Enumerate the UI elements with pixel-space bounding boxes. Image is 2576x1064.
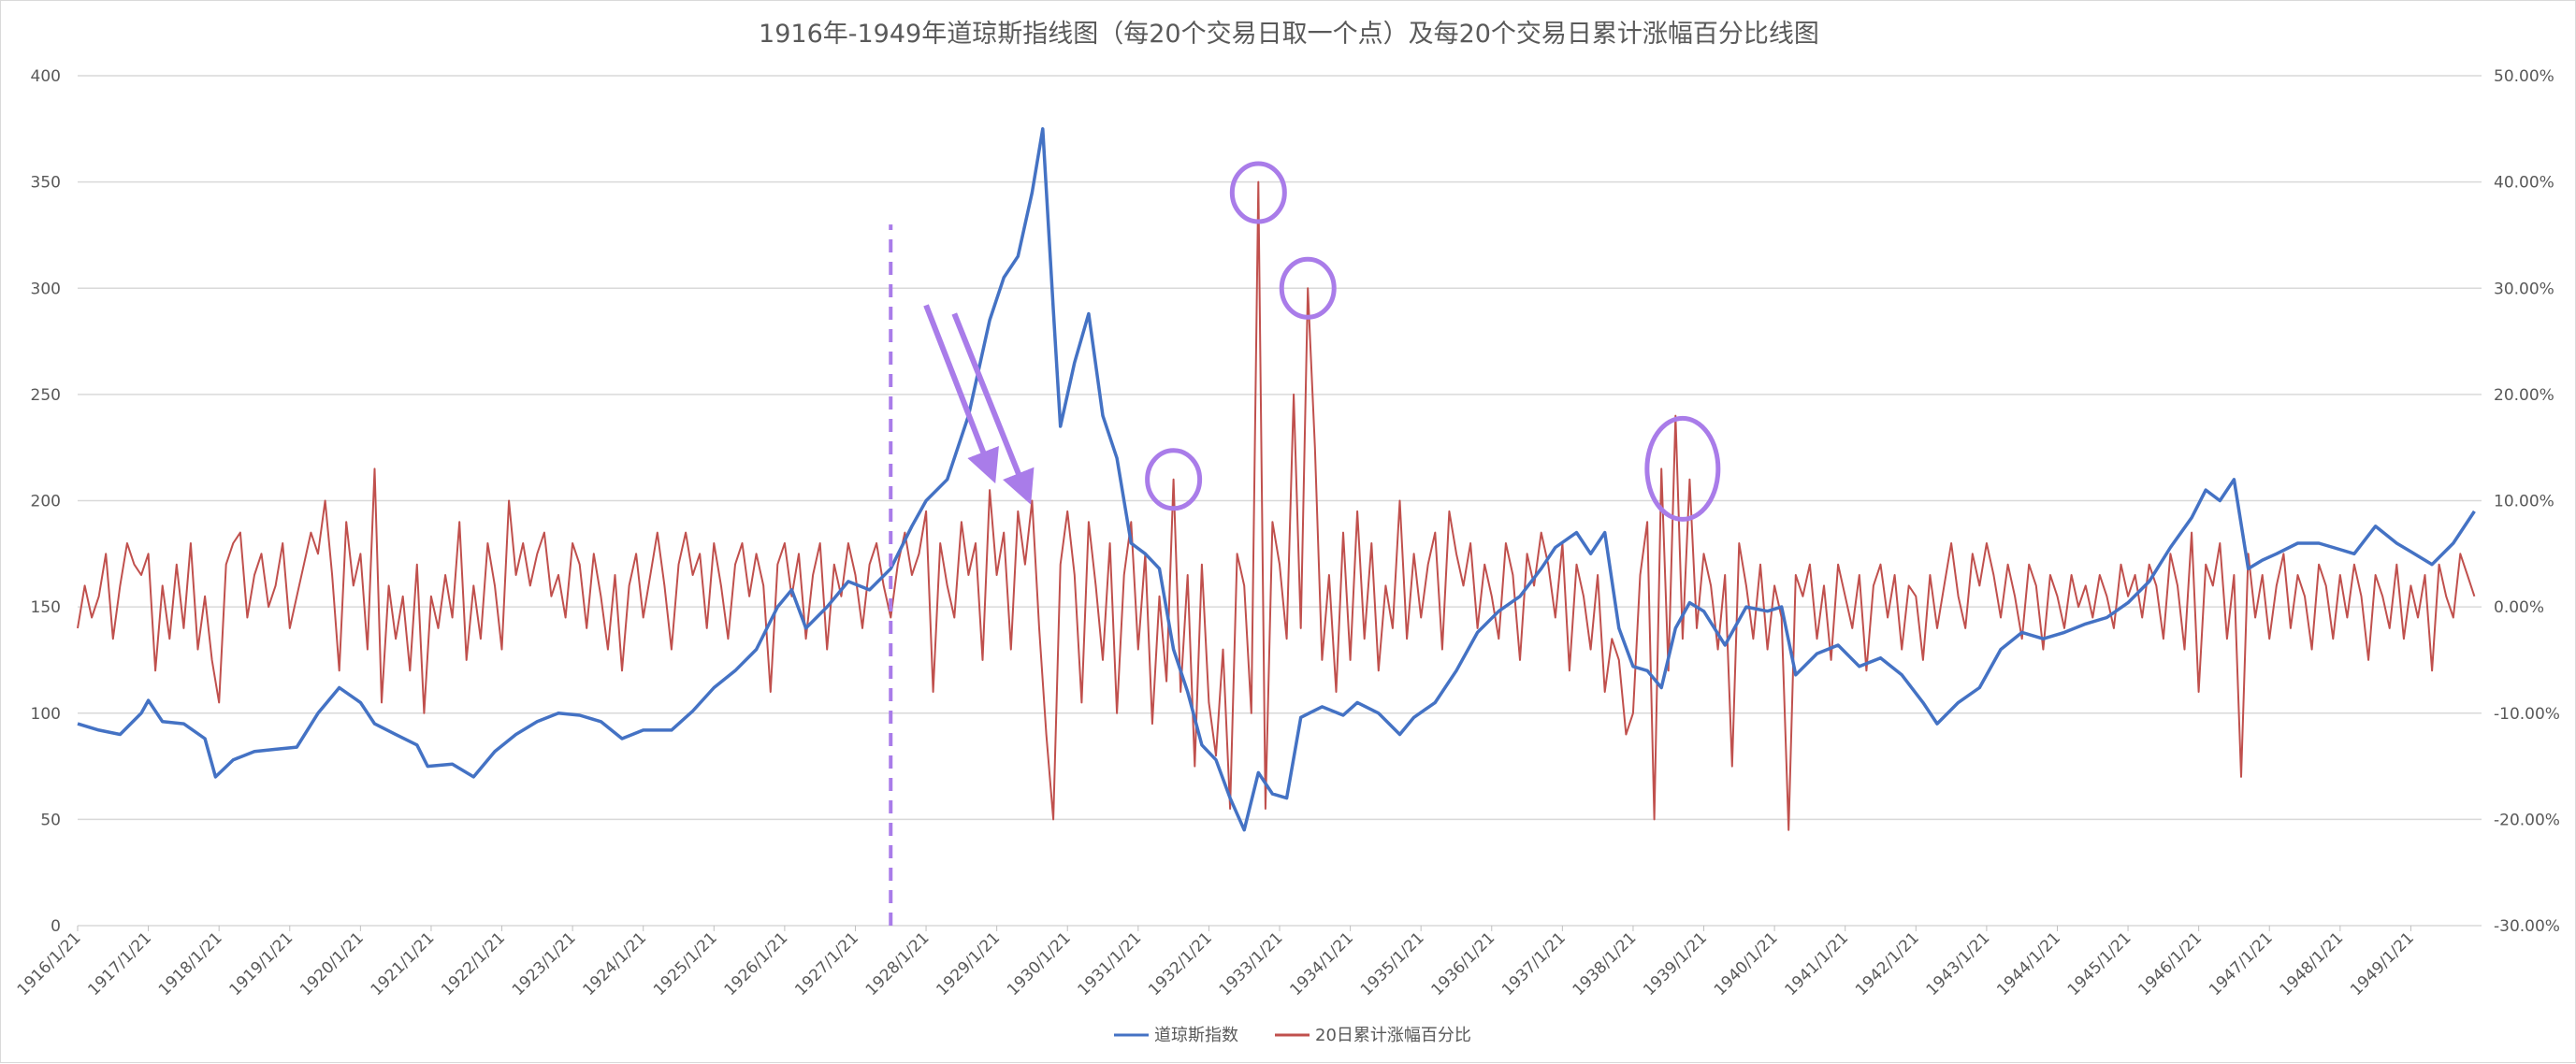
legend-label-pct: 20日累计涨幅百分比 <box>1315 1026 1471 1045</box>
x-tick-label: 1928/1/21 <box>862 928 933 999</box>
annotation-circle <box>1229 161 1287 224</box>
right-y-tick-label: 40.00% <box>2494 174 2554 193</box>
x-tick-label: 1943/1/21 <box>1923 928 1994 999</box>
right-y-tick-label: -30.00% <box>2494 917 2560 936</box>
annotation-layer <box>889 161 1721 926</box>
x-tick-label: 1939/1/21 <box>1640 928 1711 999</box>
legend-label-dow: 道琼斯指数 <box>1154 1026 1238 1045</box>
left-y-tick-label: 0 <box>51 917 61 936</box>
annotation-arrow <box>951 312 1035 505</box>
left-y-tick-label: 150 <box>31 598 61 617</box>
annotation-arrow <box>923 304 999 484</box>
x-tick-label: 1926/1/21 <box>721 928 792 999</box>
left-y-tick-label: 50 <box>40 811 61 829</box>
x-tick-label: 1936/1/21 <box>1428 928 1499 999</box>
chart-title: 1916年-1949年道琼斯指线图（每20个交易日取一个点）及每20个交易日累计… <box>759 20 1819 49</box>
x-tick-label: 1927/1/21 <box>791 928 862 999</box>
right-y-tick-label: 50.00% <box>2494 67 2554 86</box>
grid-lines <box>78 75 2482 927</box>
left-y-axis: 0 50 100 150 200 250 300 350 400 <box>31 67 61 936</box>
x-tick-label: 1944/1/21 <box>1993 928 2064 999</box>
left-y-tick-label: 100 <box>31 705 61 724</box>
x-tick-label: 1930/1/21 <box>1004 928 1075 999</box>
x-tick-label: 1941/1/21 <box>1781 928 1852 999</box>
x-tick-label: 1946/1/21 <box>2135 928 2206 999</box>
annotation-ellipse <box>1644 415 1721 522</box>
x-tick-label: 1931/1/21 <box>1075 928 1146 999</box>
x-tick-label: 1932/1/21 <box>1145 928 1216 999</box>
dow-jones-index-line <box>77 127 2476 832</box>
right-y-tick-label: 20.00% <box>2494 386 2554 405</box>
right-y-tick-label: 30.00% <box>2494 280 2554 298</box>
x-tick-label: 1922/1/21 <box>438 928 509 999</box>
x-tick-label: 1919/1/21 <box>226 928 297 999</box>
right-y-tick-label: 10.00% <box>2494 493 2554 511</box>
x-tick-label: 1920/1/21 <box>297 928 368 999</box>
x-tick-label: 1929/1/21 <box>933 928 1004 999</box>
x-tick-label: 1924/1/21 <box>579 928 650 999</box>
x-tick-label: 1933/1/21 <box>1216 928 1287 999</box>
x-tick-label: 1921/1/21 <box>368 928 439 999</box>
x-tick-label: 1948/1/21 <box>2277 928 2348 999</box>
x-tick-label: 1925/1/21 <box>650 928 721 999</box>
legend: 道琼斯指数 20日累计涨幅百分比 <box>1114 1026 1471 1045</box>
x-axis: 1916/1/21 1917/1/21 1918/1/21 1919/1/21 1920… <box>14 926 2418 999</box>
x-tick-label: 1917/1/21 <box>84 928 155 999</box>
left-y-tick-label: 250 <box>31 386 61 405</box>
x-tick-label: 1947/1/21 <box>2206 928 2277 999</box>
right-y-tick-label: 0.00% <box>2494 598 2544 617</box>
left-y-tick-label: 400 <box>31 67 61 86</box>
right-y-tick-label: -20.00% <box>2494 811 2560 829</box>
x-tick-label: 1940/1/21 <box>1711 928 1782 999</box>
cumulative-change-line <box>77 180 2476 831</box>
x-tick-label: 1934/1/21 <box>1286 928 1357 999</box>
left-y-tick-label: 350 <box>31 174 61 193</box>
annotation-circle <box>1279 256 1337 320</box>
right-y-axis: -30.00% -20.00% -10.00% 0.00% 10.00% 20.00% 30… <box>2494 67 2560 936</box>
x-tick-label: 1923/1/21 <box>509 928 580 999</box>
left-y-tick-label: 300 <box>31 280 61 298</box>
x-tick-label: 1942/1/21 <box>1852 928 1923 999</box>
x-tick-label: 1945/1/21 <box>2064 928 2135 999</box>
x-tick-label: 1916/1/21 <box>14 928 85 999</box>
annotation-circle <box>1145 448 1203 511</box>
series-layer <box>77 127 2476 832</box>
x-tick-label: 1918/1/21 <box>155 928 226 999</box>
x-tick-label: 1935/1/21 <box>1357 928 1428 999</box>
x-tick-label: 1938/1/21 <box>1570 928 1641 999</box>
right-y-tick-label: -10.00% <box>2494 705 2560 724</box>
left-y-tick-label: 200 <box>31 493 61 511</box>
x-tick-label: 1937/1/21 <box>1498 928 1570 999</box>
x-tick-label: 1949/1/21 <box>2347 928 2418 999</box>
